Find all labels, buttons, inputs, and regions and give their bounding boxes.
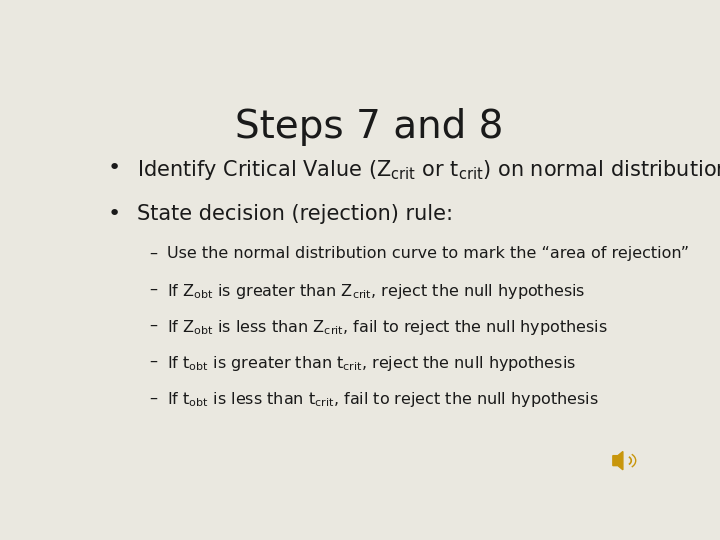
Text: If $\mathregular{Z_{obt}}$ is less than $\mathregular{Z_{crit}}$, fail to reject: If $\mathregular{Z_{obt}}$ is less than … — [167, 318, 608, 337]
Text: •: • — [107, 158, 121, 178]
Text: If $\mathregular{t_{obt}}$ is less than $\mathregular{t_{crit}}$, fail to reject: If $\mathregular{t_{obt}}$ is less than … — [167, 390, 598, 409]
Text: –: – — [149, 246, 157, 261]
Text: –: – — [149, 282, 157, 297]
Text: –: – — [149, 318, 157, 333]
Text: Steps 7 and 8: Steps 7 and 8 — [235, 109, 503, 146]
Text: Identify Critical Value ($\mathregular{Z_{crit}}$ or $\mathregular{t_{crit}}$) o: Identify Critical Value ($\mathregular{Z… — [138, 158, 720, 183]
Text: –: – — [149, 390, 157, 406]
Polygon shape — [613, 451, 623, 470]
Text: If $\mathregular{Z_{obt}}$ is greater than $\mathregular{Z_{crit}}$, reject the : If $\mathregular{Z_{obt}}$ is greater th… — [167, 282, 585, 301]
Text: –: – — [149, 354, 157, 369]
Text: State decision (rejection) rule:: State decision (rejection) rule: — [138, 204, 454, 224]
Text: If $\mathregular{t_{obt}}$ is greater than $\mathregular{t_{crit}}$, reject the : If $\mathregular{t_{obt}}$ is greater th… — [167, 354, 576, 373]
Text: Use the normal distribution curve to mark the “area of rejection”: Use the normal distribution curve to mar… — [167, 246, 689, 261]
Text: •: • — [107, 204, 121, 224]
